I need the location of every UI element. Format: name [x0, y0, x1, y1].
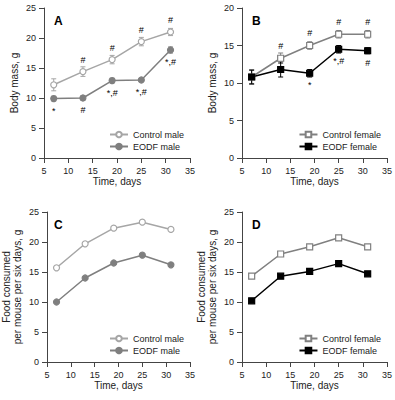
- svg-text:30: 30: [161, 370, 171, 380]
- svg-text:0: 0: [229, 153, 234, 163]
- svg-text:20: 20: [224, 237, 234, 247]
- svg-text:10: 10: [224, 78, 234, 88]
- svg-text:#: #: [80, 55, 85, 65]
- svg-text:Control female: Control female: [322, 334, 381, 344]
- svg-text:20: 20: [309, 370, 319, 380]
- svg-text:15: 15: [88, 166, 98, 176]
- svg-text:5: 5: [239, 370, 244, 380]
- svg-text:25: 25: [334, 370, 344, 380]
- svg-text:*,#: *,#: [165, 57, 176, 67]
- svg-text:15: 15: [224, 41, 234, 51]
- svg-text:EODF female: EODF female: [322, 142, 377, 152]
- svg-text:Control male: Control male: [133, 130, 184, 140]
- svg-text:20: 20: [309, 166, 319, 176]
- svg-text:30: 30: [358, 370, 368, 380]
- svg-text:#: #: [110, 43, 115, 53]
- svg-text:*,#: *,#: [333, 56, 344, 66]
- svg-text:10: 10: [63, 166, 73, 176]
- svg-text:15: 15: [285, 370, 295, 380]
- svg-text:Control male: Control male: [133, 334, 184, 344]
- svg-text:EODF male: EODF male: [133, 142, 180, 152]
- svg-text:30: 30: [358, 166, 368, 176]
- svg-text:10: 10: [224, 297, 234, 307]
- svg-text:*: *: [308, 80, 312, 90]
- svg-text:0: 0: [31, 153, 36, 163]
- svg-text:15: 15: [26, 63, 36, 73]
- svg-text:5: 5: [239, 166, 244, 176]
- svg-text:25: 25: [26, 3, 36, 13]
- svg-text:25: 25: [137, 370, 147, 380]
- svg-text:20: 20: [112, 166, 122, 176]
- svg-text:10: 10: [261, 166, 271, 176]
- svg-text:A: A: [54, 14, 63, 28]
- svg-text:15: 15: [224, 267, 234, 277]
- svg-text:Body mass, g: Body mass, g: [207, 53, 218, 114]
- svg-text:10: 10: [66, 370, 76, 380]
- svg-text:5: 5: [41, 166, 46, 176]
- svg-text:25: 25: [29, 207, 39, 217]
- svg-text:15: 15: [90, 370, 100, 380]
- svg-text:#: #: [365, 58, 370, 68]
- svg-text:20: 20: [113, 370, 123, 380]
- svg-text:D: D: [252, 218, 261, 232]
- svg-text:#: #: [80, 105, 85, 115]
- svg-text:15: 15: [285, 166, 295, 176]
- svg-text:0: 0: [34, 357, 39, 367]
- svg-text:#: #: [365, 17, 370, 27]
- svg-text:#: #: [278, 41, 283, 51]
- svg-text:25: 25: [136, 166, 146, 176]
- svg-text:Food consumed: Food consumed: [196, 251, 207, 323]
- svg-text:*: *: [52, 106, 56, 116]
- svg-text:#: #: [139, 25, 144, 35]
- svg-text:35: 35: [185, 370, 195, 380]
- svg-text:per mouse per six days, g: per mouse per six days, g: [207, 230, 218, 345]
- svg-text:C: C: [54, 218, 63, 232]
- svg-text:5: 5: [229, 116, 234, 126]
- svg-text:10: 10: [29, 297, 39, 307]
- svg-text:Body mass, g: Body mass, g: [9, 53, 20, 114]
- svg-text:Time, days: Time, days: [290, 176, 339, 187]
- svg-text:#: #: [307, 28, 312, 38]
- svg-text:EODF female: EODF female: [322, 346, 377, 356]
- svg-text:#: #: [168, 15, 173, 25]
- svg-text:20: 20: [224, 3, 234, 13]
- svg-text:15: 15: [29, 267, 39, 277]
- svg-text:5: 5: [229, 327, 234, 337]
- svg-text:35: 35: [185, 166, 195, 176]
- svg-text:#: #: [336, 17, 341, 27]
- svg-text:per mouse per six days, g: per mouse per six days, g: [12, 230, 23, 345]
- svg-text:35: 35: [382, 166, 392, 176]
- svg-text:35: 35: [382, 370, 392, 380]
- svg-text:Food consumed: Food consumed: [1, 251, 12, 323]
- svg-text:5: 5: [31, 123, 36, 133]
- svg-text:20: 20: [29, 237, 39, 247]
- svg-text:10: 10: [261, 370, 271, 380]
- svg-text:5: 5: [44, 370, 49, 380]
- svg-text:30: 30: [161, 166, 171, 176]
- svg-text:B: B: [252, 14, 261, 28]
- svg-text:Control female: Control female: [322, 130, 381, 140]
- svg-text:20: 20: [26, 33, 36, 43]
- svg-text:10: 10: [26, 93, 36, 103]
- svg-text:Time, days: Time, days: [93, 176, 142, 187]
- svg-text:EODF male: EODF male: [133, 346, 180, 356]
- svg-text:Time, days: Time, days: [290, 380, 339, 391]
- svg-text:*,#: *,#: [107, 88, 118, 98]
- svg-text:*,#: *,#: [136, 87, 147, 97]
- svg-text:5: 5: [34, 327, 39, 337]
- svg-text:0: 0: [229, 357, 234, 367]
- svg-text:25: 25: [334, 166, 344, 176]
- svg-text:Time, days: Time, days: [94, 380, 143, 391]
- svg-text:25: 25: [224, 207, 234, 217]
